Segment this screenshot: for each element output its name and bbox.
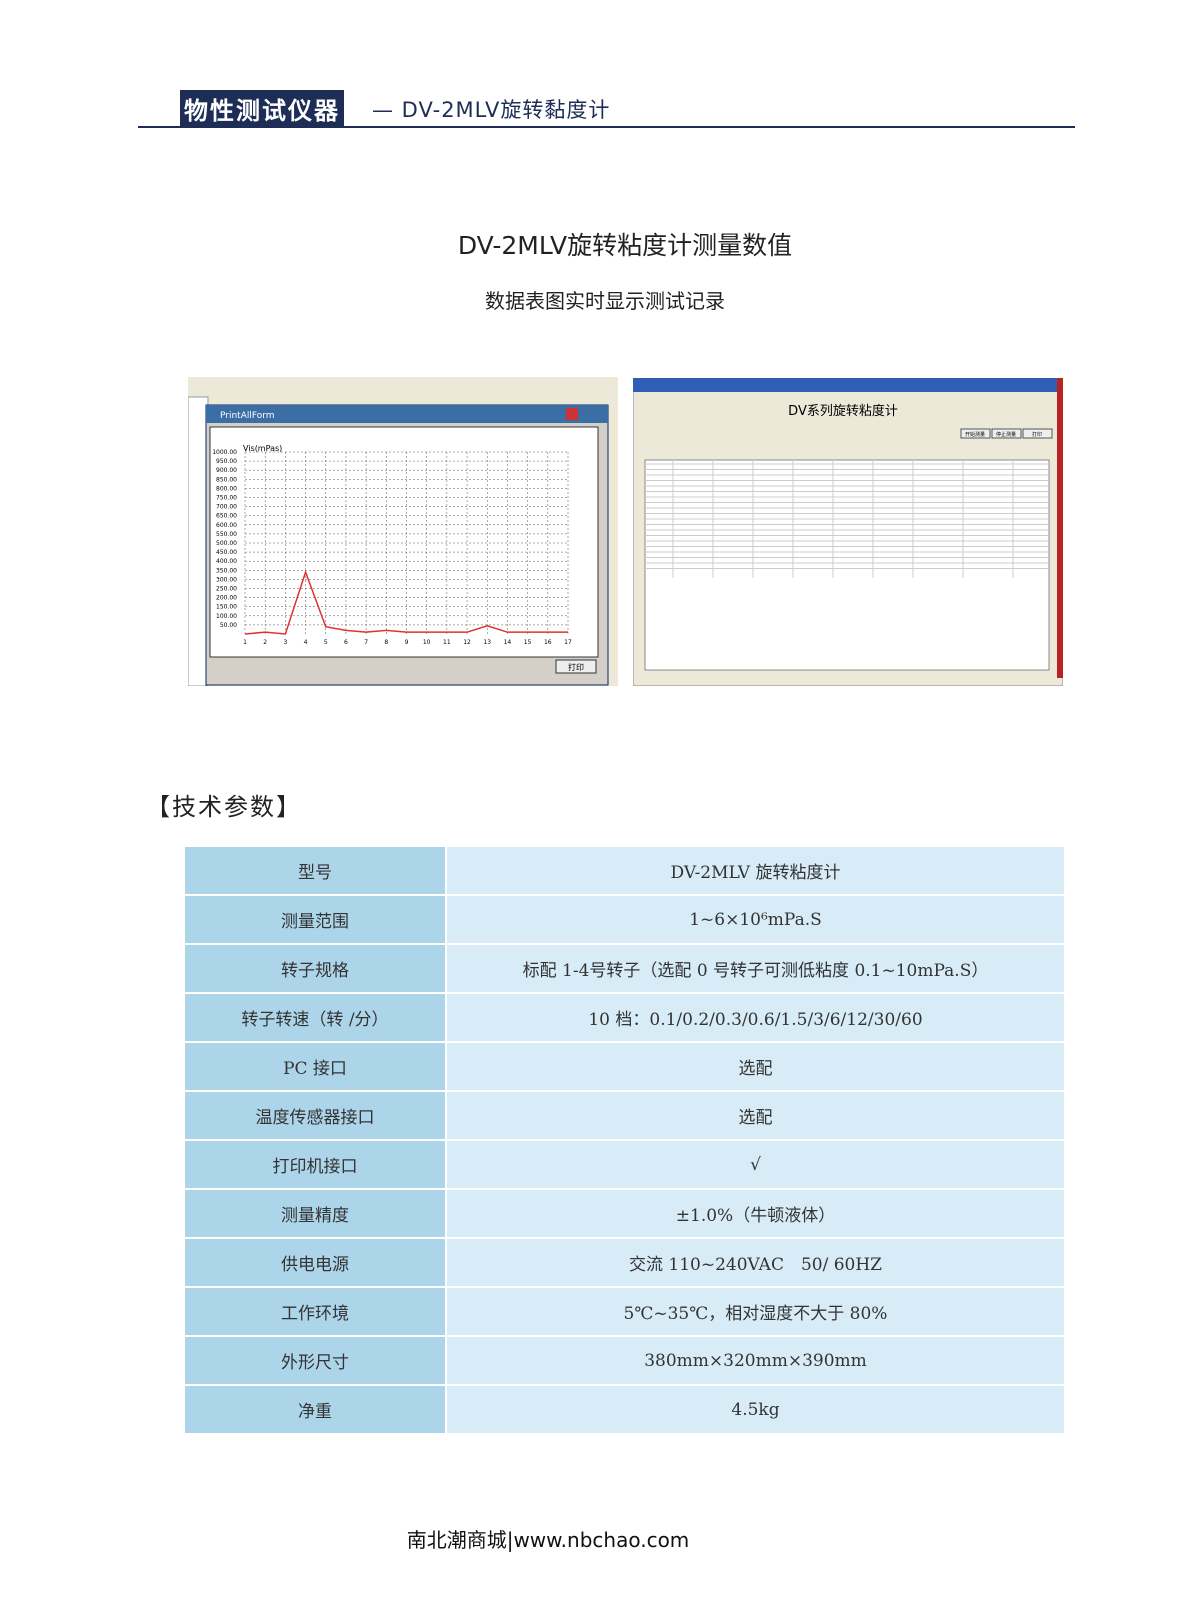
table-row: 测量范围 1~6×10⁶mPa.S [185,895,1064,945]
app-title: DV系列旋转粘度计 [788,403,898,419]
button[interactable]: 打印 [1032,431,1042,438]
y-tick-label: 600.00 [216,522,237,529]
y-axis-label: Vis(mPas) [243,444,282,453]
y-tick-label: 700.00 [216,504,237,511]
spec-key: 供电电源 [185,1238,447,1288]
screenshot-right: DV系列旋转粘度计 开始测量 停止测量 打印 [633,378,1063,686]
spec-table: 型号 DV-2MLV 旋转粘度计 测量范围 1~6×10⁶mPa.S 转子规格 标配 1-… [185,847,1064,1435]
button-frame [960,428,991,439]
y-tick-label: 800.00 [216,485,237,492]
screenshot-left: PrintAllForm 打印 Vis(mPas) 50.00100.00150… [188,377,618,686]
data-line [244,569,568,635]
x-tick-label: 3 [283,639,287,646]
x-tick-label: 4 [304,639,308,646]
header-badge: 物性测试仪器 [180,90,344,127]
button-frame [1022,428,1053,439]
table-row: 温度传感器接口 选配 [185,1091,1064,1141]
button[interactable]: 停止测量 [996,431,1016,438]
table-row: 转子转速（转 /分） 10 档：0.1/0.2/0.3/0.6/1.5/3/6/1… [185,993,1064,1043]
y-tick-label: 400.00 [216,558,237,565]
y-tick-label: 750.00 [216,495,237,502]
table-row: 打印机接口 √ [185,1140,1064,1190]
spec-key: 净重 [185,1385,447,1435]
spec-key: 型号 [185,847,447,896]
spec-key: PC 接口 [185,1042,447,1092]
x-tick-label: 10 [423,639,431,646]
x-tick-label: 7 [364,639,368,646]
button[interactable]: 开始测量 [965,431,985,438]
y-tick-label: 300.00 [216,576,237,583]
spec-value: √ [446,1140,1064,1190]
table-row: PC 接口 选配 [185,1042,1064,1092]
x-tick-label: 17 [564,639,572,646]
print-button[interactable]: 打印 [568,662,584,672]
y-tick-label: 900.00 [216,467,237,474]
y-tick-label: 550.00 [216,531,237,538]
spec-value: 10 档：0.1/0.2/0.3/0.6/1.5/3/6/12/30/60 [446,993,1064,1043]
spec-value: 1~6×10⁶mPa.S [446,895,1064,945]
spec-value: ±1.0%（牛顿液体） [446,1189,1064,1239]
x-tick-label: 1 [243,639,247,646]
y-tick-label: 200.00 [216,595,237,602]
x-tick-label: 5 [324,639,328,646]
x-tick-label: 11 [443,639,451,646]
table-row: 外形尺寸 380mm×320mm×390mm [185,1336,1064,1386]
x-tick-label: 13 [483,639,491,646]
x-tick-label: 8 [384,639,388,646]
y-tick-label: 950.00 [216,458,237,465]
spec-value: 5℃~35℃，相对湿度不大于 80% [446,1287,1064,1337]
table-row: 供电电源 交流 110~240VAC 50/ 60HZ [185,1238,1064,1288]
spec-key: 外形尺寸 [185,1336,447,1386]
x-tick-label: 9 [405,639,409,646]
y-tick-label: 1000.00 [212,449,237,456]
button-frame [991,428,1022,439]
spec-value: DV-2MLV 旋转粘度计 [446,847,1064,896]
y-tick-label: 650.00 [216,513,237,520]
x-tick-label: 6 [344,639,348,646]
y-tick-label: 100.00 [216,613,237,620]
y-tick-label: 500.00 [216,540,237,547]
spec-key: 测量精度 [185,1189,447,1239]
window-title: PrintAllForm [220,411,275,421]
spec-key: 温度传感器接口 [185,1091,447,1141]
spec-value: 交流 110~240VAC 50/ 60HZ [446,1238,1064,1288]
table-row: 测量精度 ±1.0%（牛顿液体） [185,1189,1064,1239]
subtitle: 数据表图实时显示测试记录 [485,289,725,313]
table-row: 工作环境 5℃~35℃，相对湿度不大于 80% [185,1287,1064,1337]
footer: 南北潮商城|www.nbchao.com [406,1528,690,1552]
spec-value: 选配 [446,1091,1064,1141]
spec-value: 选配 [446,1042,1064,1092]
spec-key: 测量范围 [185,895,447,945]
spec-value: 4.5kg [446,1385,1064,1435]
x-tick-label: 14 [504,639,512,646]
spec-key: 工作环境 [185,1287,447,1337]
section-title: 【技术参数】 [146,793,302,821]
table-row: 转子规格 标配 1-4号转子（选配 0 号转子可测低粘度 0.1~10mPa.S） [185,944,1064,994]
x-tick-label: 15 [524,639,532,646]
spec-value: 380mm×320mm×390mm [446,1336,1064,1386]
x-tick-label: 12 [463,639,471,646]
x-tick-label: 2 [263,639,267,646]
spec-key: 转子转速（转 /分） [185,993,447,1043]
title: DV-2MLV旋转粘度计测量数值 [457,231,793,260]
header-title: — DV-2MLV旋转黏度计 [372,98,611,122]
spec-key: 转子规格 [185,944,447,994]
x-tick-label: 16 [544,639,552,646]
header-rule [138,126,1075,128]
y-tick-label: 450.00 [216,549,237,556]
y-tick-label: 350.00 [216,567,237,574]
y-tick-label: 150.00 [216,604,237,611]
y-tick-label: 250.00 [216,586,237,593]
spec-value: 标配 1-4号转子（选配 0 号转子可测低粘度 0.1~10mPa.S） [446,944,1064,994]
table-row: 型号 DV-2MLV 旋转粘度计 [185,847,1064,896]
table-row: 净重 4.5kg [185,1385,1064,1435]
y-tick-label: 850.00 [216,476,237,483]
spec-key: 打印机接口 [185,1140,447,1190]
y-tick-label: 50.00 [220,622,237,629]
